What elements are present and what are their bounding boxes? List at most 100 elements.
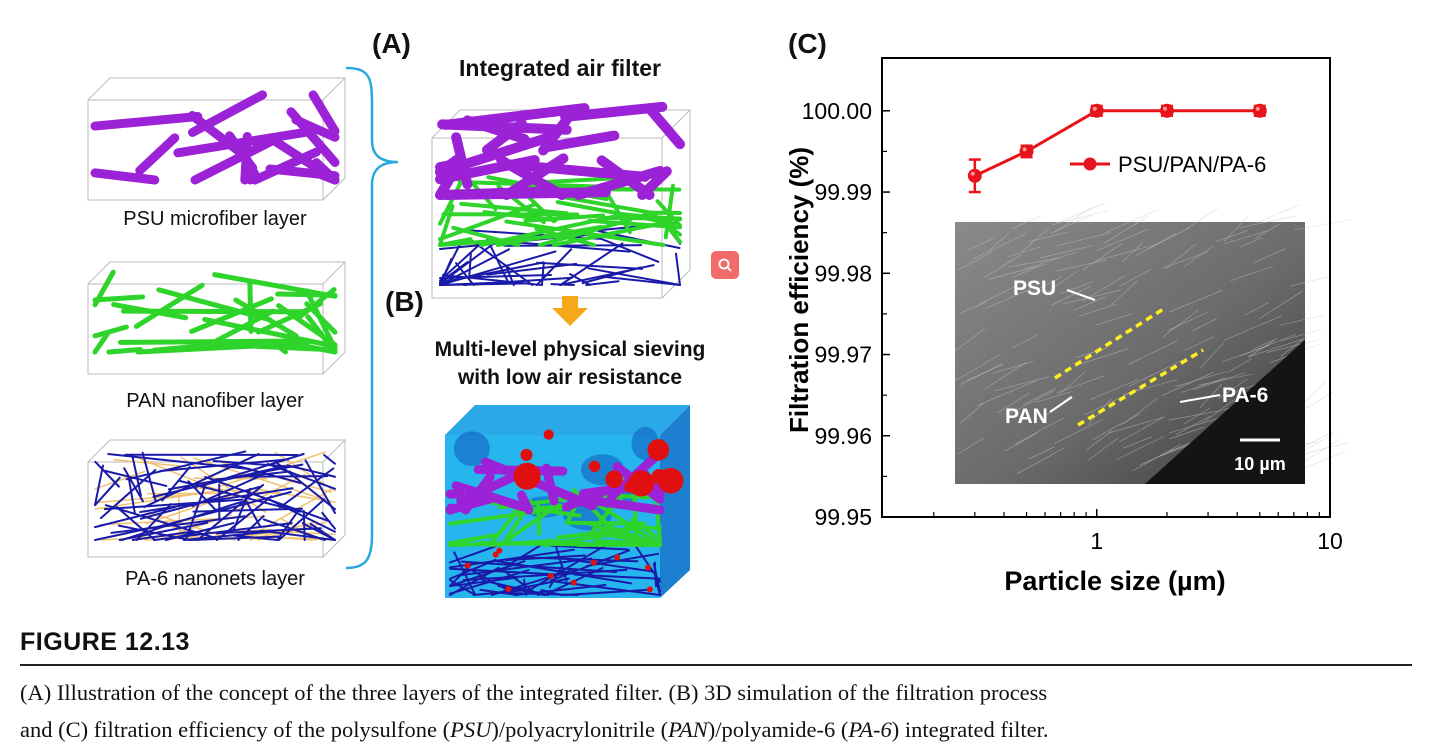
sem-fiber <box>1168 410 1222 421</box>
fiber <box>449 560 526 587</box>
particle <box>614 554 621 561</box>
sem-fiber <box>1075 348 1129 366</box>
zoom-image-button[interactable] <box>711 251 739 279</box>
fiber <box>151 339 250 353</box>
fiber <box>189 296 274 334</box>
y-tick-label: 99.95 <box>814 504 872 530</box>
particle <box>628 470 655 497</box>
sem-fiber <box>1169 426 1205 440</box>
sem-fiber <box>1279 314 1325 326</box>
particle <box>543 429 554 440</box>
sem-fiber <box>1259 290 1303 319</box>
sem-fiber <box>1289 276 1328 287</box>
figure-number: FIGURE 12.13 <box>20 628 190 656</box>
sem-fiber <box>1119 268 1152 287</box>
fiber <box>479 212 627 247</box>
fiber <box>323 454 336 465</box>
fiber <box>245 343 338 353</box>
sem-fiber <box>1184 336 1214 351</box>
magnifier-icon <box>718 258 732 272</box>
sem-fiber <box>1300 438 1341 464</box>
data-point-highlight <box>1255 106 1260 111</box>
fiber <box>220 452 305 481</box>
sem-fiber <box>1248 337 1307 357</box>
sem-fiber <box>972 233 1027 260</box>
sem-fiber <box>966 363 1003 382</box>
fiber <box>192 507 304 513</box>
fiber <box>146 492 230 495</box>
data-point <box>1252 103 1267 118</box>
fiber <box>141 451 157 503</box>
particle <box>646 586 653 593</box>
fiber <box>602 275 681 286</box>
fiber <box>448 504 577 526</box>
fiber <box>553 541 568 582</box>
fiber <box>247 280 254 334</box>
sem-fiber <box>1073 296 1106 311</box>
fiber <box>438 202 538 242</box>
fiber <box>537 217 632 247</box>
fiber <box>278 467 335 509</box>
fiber <box>562 588 653 596</box>
sem-fiber <box>1252 338 1278 350</box>
scale-bar-label: 10 µm <box>1234 454 1285 474</box>
sem-fiber <box>1221 345 1270 363</box>
sem-fiber <box>1087 437 1119 461</box>
fiber <box>106 346 143 355</box>
data-point-highlight <box>970 171 975 176</box>
x-tick-label: 10 <box>1317 528 1343 554</box>
sem-fiber <box>1224 230 1268 245</box>
sem-fiber <box>1192 318 1218 332</box>
fiber <box>540 589 563 596</box>
sem-fiber <box>988 263 1047 280</box>
fiber <box>115 506 156 541</box>
sem-fiber <box>996 392 1031 414</box>
sem-fiber <box>1108 416 1165 434</box>
caption-abbr-pan: PAN <box>668 717 708 742</box>
sem-fiber <box>1016 447 1065 475</box>
fiber <box>655 199 682 228</box>
inset-label-psu: PSU <box>1013 277 1056 300</box>
particle <box>605 470 623 489</box>
fiber <box>231 463 302 484</box>
sem-fiber <box>1094 313 1133 326</box>
layer-boundary-line <box>1077 348 1204 427</box>
fiber <box>139 487 294 514</box>
sem-inset-image: PSU PAN PA-6 10 µm <box>954 202 1351 484</box>
fiber <box>486 262 578 276</box>
data-point-highlight <box>1022 147 1027 152</box>
fiber <box>587 267 681 286</box>
fiber <box>94 476 121 507</box>
curly-brace <box>345 66 399 570</box>
fiber <box>543 130 620 152</box>
data-point-highlight <box>1092 106 1097 111</box>
sem-fiber <box>1054 419 1104 444</box>
fiber <box>245 168 259 185</box>
fiber <box>439 250 557 286</box>
sem-fiber <box>1184 244 1215 267</box>
sem-fiber <box>983 254 1022 279</box>
sem-fiber <box>1015 417 1064 445</box>
caption-abbr-psu: PSU <box>450 717 492 742</box>
sem-fiber <box>1116 436 1164 460</box>
sem-fiber <box>1162 309 1199 338</box>
sem-fiber <box>1082 242 1123 271</box>
sem-fiber <box>1022 387 1056 405</box>
sem-fiber <box>1119 416 1165 442</box>
fiber <box>120 308 308 315</box>
fiber <box>468 252 472 281</box>
psu-layer-illustration <box>87 77 347 201</box>
fiber <box>435 132 554 178</box>
box-edge <box>322 78 346 201</box>
fiber <box>504 571 540 596</box>
fiber <box>481 457 597 511</box>
fiber <box>240 131 252 185</box>
caption-abbr-pa6: PA-6 <box>848 717 892 742</box>
pa6-layer-illustration <box>87 439 347 558</box>
particle <box>520 448 533 461</box>
sem-fiber <box>1011 215 1041 230</box>
pa6-layer-label: PA-6 nanonets layer <box>125 568 305 590</box>
particle <box>492 551 499 558</box>
fiber <box>515 241 631 253</box>
sem-fiber <box>1029 231 1070 242</box>
